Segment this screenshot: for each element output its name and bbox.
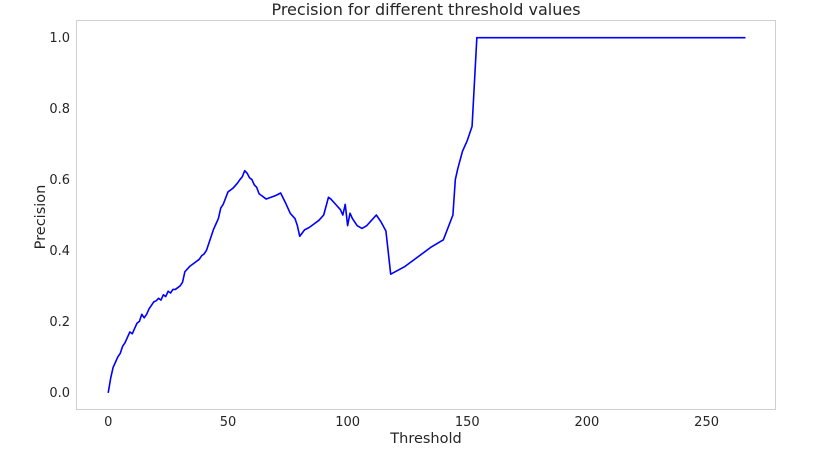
x-tick-label: 250 — [694, 415, 719, 430]
plot-border — [76, 20, 776, 410]
plot-area — [76, 20, 776, 410]
plot-frame — [76, 20, 776, 410]
y-tick-label: 0.2 — [49, 315, 70, 330]
y-tick-label: 0.4 — [49, 244, 70, 259]
x-tick-label: 0 — [104, 415, 112, 430]
x-tick-label: 50 — [220, 415, 237, 430]
x-tick-label: 100 — [335, 415, 360, 430]
y-tick-label: 1.0 — [49, 31, 70, 46]
tick-labels: 0 50 100 150 200 250 0.0 0.2 0.4 0.6 0.8 1.0 — [49, 31, 719, 430]
y-tick-label: 0.0 — [49, 386, 70, 401]
x-axis-label: Threshold — [389, 431, 461, 447]
x-tick-label: 200 — [575, 415, 600, 430]
chart-title: Precision for different threshold values — [271, 0, 580, 19]
y-tick-label: 0.6 — [49, 173, 70, 188]
series-layer — [107, 36, 746, 394]
x-tick-label: 150 — [455, 415, 480, 430]
y-tick-label: 0.8 — [49, 102, 70, 117]
y-axis-label: Precision — [33, 185, 49, 250]
precision-series-line — [107, 36, 746, 394]
